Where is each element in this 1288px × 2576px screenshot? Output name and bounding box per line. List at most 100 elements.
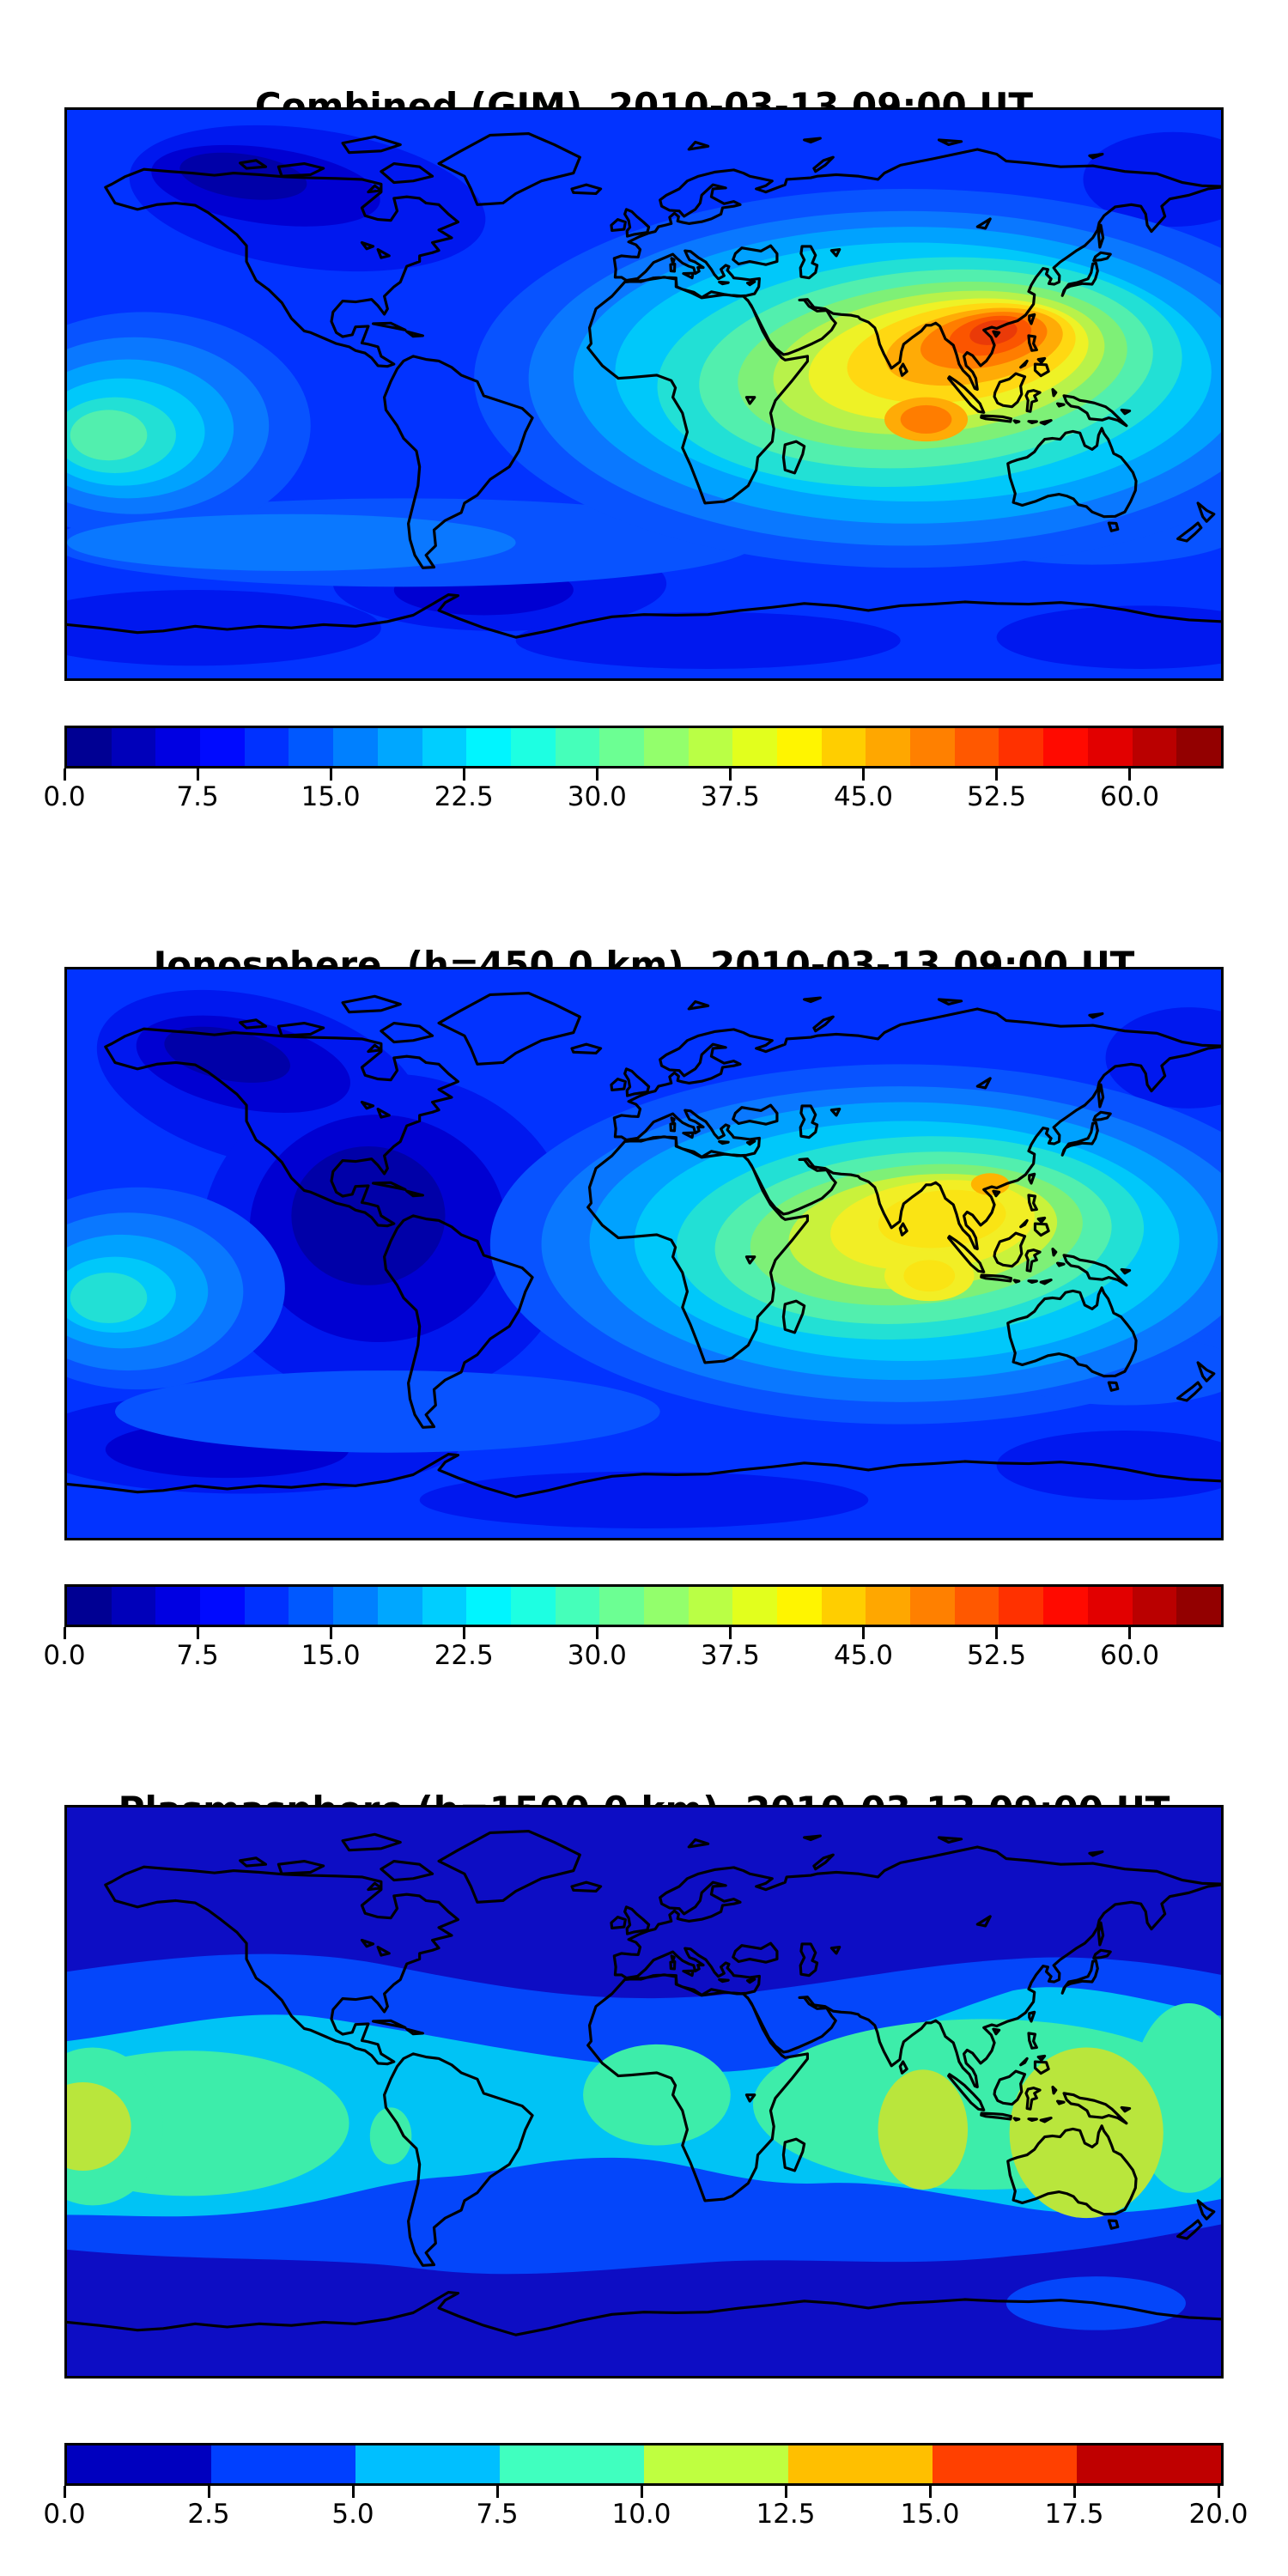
colorbar-segment <box>333 1587 378 1625</box>
world-map-plasmasphere <box>67 1807 1221 2376</box>
colorbar-tick-label: 45.0 <box>833 1640 893 1671</box>
colorbar-tick-label: 20.0 <box>1188 2499 1249 2530</box>
colorbar-segment <box>377 728 422 766</box>
colorbar-tick-label: 10.0 <box>611 2499 671 2530</box>
colorbar-tick-label: 7.5 <box>176 781 219 812</box>
contour-fill <box>878 2069 969 2190</box>
contour-fill <box>70 410 148 461</box>
colorbar-segment <box>788 2445 933 2483</box>
colorbar-segment <box>200 1587 245 1625</box>
colorbar-segment <box>777 728 822 766</box>
colorbar-segment <box>244 1587 289 1625</box>
colorbar-tick <box>1128 1627 1132 1639</box>
colorbar-tick-label: 7.5 <box>476 2499 519 2530</box>
colorbar-segment <box>111 728 156 766</box>
colorbar-segment <box>1043 1587 1088 1625</box>
colorbar-segment <box>211 2445 355 2483</box>
colorbar-tick-label: 15.0 <box>900 2499 960 2530</box>
colorbar-ticks-plasmasphere: 0.0 2.5 5.0 7.5 10.0 12.5 15.0 17.5 20.0 <box>43 2486 1249 2537</box>
colorbar-segment <box>67 1587 112 1625</box>
colorbar-segment <box>422 1587 467 1625</box>
colorbar-tick <box>595 769 598 781</box>
map-ionosphere <box>64 967 1224 1540</box>
world-map-ionosphere <box>67 969 1221 1538</box>
colorbar-segment <box>1176 728 1221 766</box>
colorbar-tick <box>63 2486 66 2498</box>
colorbar-segment <box>644 2445 788 2483</box>
colorbar-tick-label: 52.5 <box>967 781 1027 812</box>
contour-fill <box>115 1370 660 1453</box>
colorbar-segment <box>155 1587 201 1625</box>
colorbar-segment <box>1132 728 1177 766</box>
contour-fill <box>164 1026 290 1083</box>
contour-fill <box>1083 131 1221 228</box>
coastlines-path <box>67 1830 1221 2336</box>
colorbar-tick <box>462 769 465 781</box>
colorbar-segment <box>510 1587 556 1625</box>
colorbar-segment <box>1087 728 1133 766</box>
colorbar-segment <box>555 1587 600 1625</box>
contour-fill <box>179 152 307 200</box>
colorbar-tick <box>462 1627 465 1639</box>
colorbar-tick <box>196 769 199 781</box>
colorbar-tick-label: 0.0 <box>43 781 86 812</box>
colorbar-tick-label: 0.0 <box>43 2499 86 2530</box>
contour-fill <box>996 605 1221 669</box>
colorbar-tick <box>1072 2486 1076 2498</box>
colorbar-tick-label: 30.0 <box>567 781 627 812</box>
contour-fill <box>583 2044 731 2146</box>
colorbar-segment <box>643 728 689 766</box>
colorbar-segment <box>1043 728 1088 766</box>
colorbar-ionosphere <box>64 1584 1224 1627</box>
coastlines-path <box>67 992 1221 1498</box>
colorbar-tick-label: 12.5 <box>756 2499 816 2530</box>
colorbar-tick <box>63 1627 66 1639</box>
colorbar-segment <box>688 1587 733 1625</box>
colorbar-segment <box>954 1587 999 1625</box>
colorbar-tick-label: 60.0 <box>1100 1640 1160 1671</box>
contour-fill <box>996 1430 1221 1500</box>
contour-fill <box>67 2081 131 2171</box>
colorbar-segment <box>732 1587 777 1625</box>
colorbar-segment <box>910 1587 955 1625</box>
contour-fill <box>369 2107 412 2165</box>
colorbar-tick <box>329 769 332 781</box>
colorbar-segment <box>289 1587 334 1625</box>
colorbar-tick-label: 2.5 <box>187 2499 230 2530</box>
contour-fill <box>67 513 516 571</box>
colorbar-tick-label: 37.5 <box>700 781 760 812</box>
colorbar-segment <box>688 728 733 766</box>
colorbar-segment <box>333 728 378 766</box>
colorbar-combined <box>64 726 1224 769</box>
colorbar-tick-label: 15.0 <box>301 781 361 812</box>
contour-fill <box>900 404 952 434</box>
colorbar-segment <box>866 728 911 766</box>
colorbar-tick-label: 52.5 <box>967 1640 1027 1671</box>
colorbar-tick <box>861 1627 865 1639</box>
colorbar-segment <box>777 1587 822 1625</box>
colorbar-tick <box>351 2486 355 2498</box>
colorbar-segment <box>1176 1587 1221 1625</box>
colorbar-tick <box>995 769 999 781</box>
colorbar-tick <box>784 2486 787 2498</box>
colorbar-segment <box>821 728 866 766</box>
colorbar-segment <box>1087 1587 1133 1625</box>
contour-fill <box>70 1273 148 1323</box>
colorbar-segment <box>555 728 600 766</box>
colorbar-segment <box>866 1587 911 1625</box>
colorbar-segment <box>732 728 777 766</box>
map-plasmasphere <box>64 1805 1224 2379</box>
colorbar-tick <box>207 2486 210 2498</box>
contour-fill <box>903 1260 956 1292</box>
colorbar-segment <box>466 728 511 766</box>
colorbar-tick <box>196 1627 199 1639</box>
colorbar-plasmasphere <box>64 2443 1224 2486</box>
colorbar-segment <box>111 1587 156 1625</box>
contour-fill <box>970 1173 1010 1195</box>
colorbar-segment <box>377 1587 422 1625</box>
colorbar-segment <box>510 728 556 766</box>
colorbar-tick-label: 5.0 <box>331 2499 374 2530</box>
colorbar-tick-label: 17.5 <box>1044 2499 1104 2530</box>
colorbar-tick <box>861 769 865 781</box>
